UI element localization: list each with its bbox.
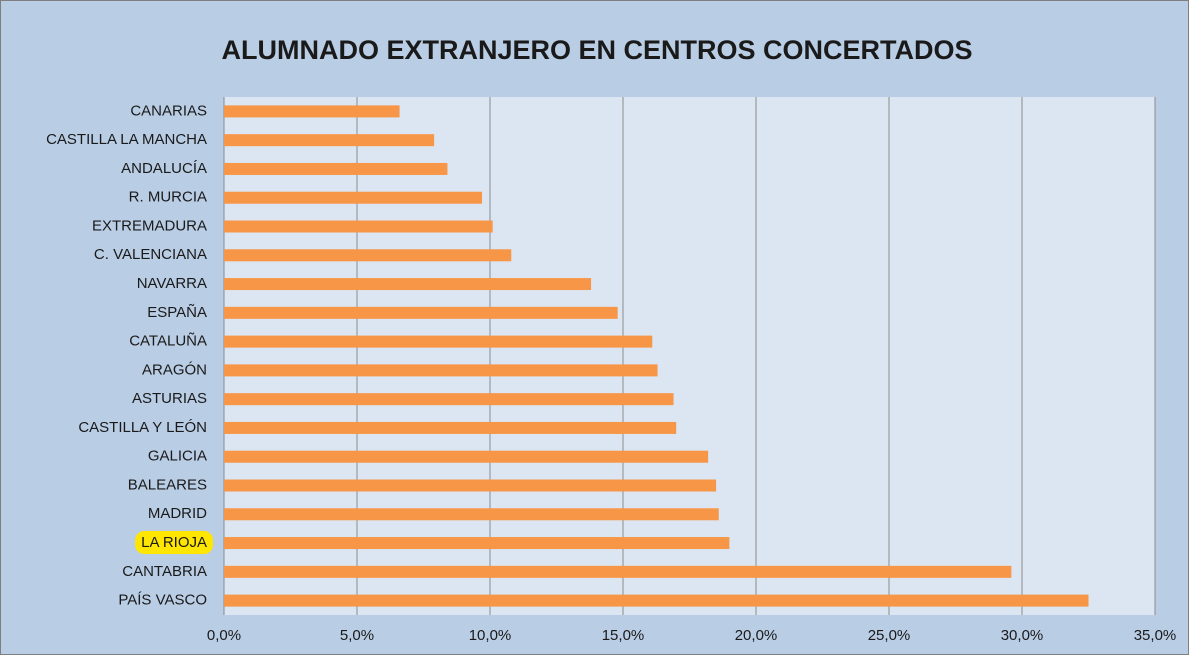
y-tick-label: PAÍS VASCO bbox=[118, 592, 207, 609]
x-tick-label: 15,0% bbox=[602, 627, 645, 644]
bar bbox=[224, 220, 493, 233]
y-tick-label: BALEARES bbox=[128, 476, 207, 493]
y-tick-label: CANTABRIA bbox=[122, 563, 207, 580]
bar bbox=[224, 306, 618, 319]
y-tick-label: ESPAÑA bbox=[147, 304, 207, 321]
x-tick-label: 0,0% bbox=[207, 627, 241, 644]
bar bbox=[224, 393, 674, 406]
bar bbox=[224, 508, 719, 521]
bar bbox=[224, 134, 435, 147]
y-tick-label: MADRID bbox=[148, 505, 207, 522]
y-tick-label: ASTURIAS bbox=[132, 390, 207, 407]
x-tick-label: 5,0% bbox=[340, 627, 374, 644]
bar bbox=[224, 278, 592, 291]
y-tick-label: CANARIAS bbox=[130, 102, 207, 119]
y-tick-label: LA RIOJA bbox=[141, 534, 207, 551]
plot-area bbox=[224, 97, 1155, 615]
bar bbox=[224, 421, 677, 434]
bar bbox=[224, 364, 658, 377]
highlight bbox=[135, 531, 213, 555]
y-tick-label: ARAGÓN bbox=[142, 361, 207, 378]
chart-title: ALUMNADO EXTRANJERO EN CENTROS CONCERTAD… bbox=[221, 35, 972, 65]
y-tick-label: ANDALUCÍA bbox=[121, 160, 207, 177]
bar bbox=[224, 450, 709, 463]
y-tick-label: GALICIA bbox=[148, 448, 207, 465]
x-tick-label: 35,0% bbox=[1134, 627, 1177, 644]
y-tick-label: C. VALENCIANA bbox=[94, 246, 207, 263]
bar bbox=[224, 594, 1089, 607]
bar bbox=[224, 335, 653, 348]
y-tick-label: NAVARRA bbox=[137, 275, 207, 292]
bar bbox=[224, 162, 448, 175]
bar bbox=[224, 537, 730, 550]
y-tick-label: CASTILLA Y LEÓN bbox=[78, 419, 207, 436]
bar bbox=[224, 479, 717, 492]
bar bbox=[224, 249, 512, 262]
bar bbox=[224, 105, 400, 118]
x-tick-label: 20,0% bbox=[735, 627, 778, 644]
x-tick-label: 25,0% bbox=[868, 627, 911, 644]
y-tick-label: CASTILLA LA MANCHA bbox=[46, 131, 207, 148]
y-tick-label: EXTREMADURA bbox=[92, 217, 207, 234]
x-tick-label: 30,0% bbox=[1001, 627, 1044, 644]
bar bbox=[224, 191, 483, 204]
y-tick-label: CATALUÑA bbox=[129, 333, 207, 350]
y-tick-label: R. MURCIA bbox=[129, 189, 207, 206]
x-tick-label: 10,0% bbox=[469, 627, 512, 644]
bar bbox=[224, 565, 1012, 578]
